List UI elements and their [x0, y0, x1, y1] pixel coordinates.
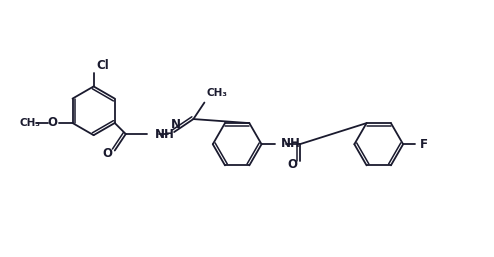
Text: Cl: Cl: [96, 59, 109, 72]
Text: O: O: [103, 147, 113, 160]
Text: CH₃: CH₃: [206, 88, 227, 98]
Text: N: N: [171, 118, 181, 131]
Text: F: F: [419, 138, 428, 151]
Text: NH: NH: [155, 127, 174, 141]
Text: CH₃: CH₃: [20, 118, 41, 128]
Text: O: O: [288, 158, 297, 171]
Text: O: O: [48, 116, 58, 130]
Text: NH: NH: [281, 137, 301, 150]
